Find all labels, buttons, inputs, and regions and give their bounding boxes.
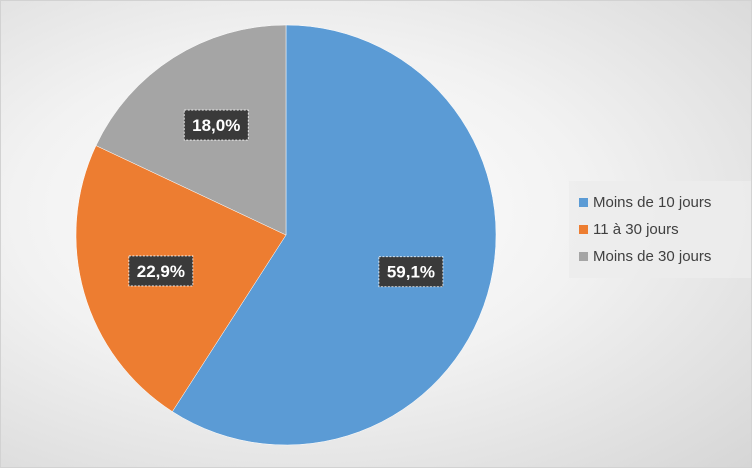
legend: Moins de 10 jours 11 à 30 jours Moins de… [569,181,751,278]
data-label-box-1 [128,255,194,287]
legend-item-0: Moins de 10 jours [579,189,751,216]
pie-slices [75,24,497,446]
pie-slice-0 [172,24,497,446]
legend-swatch-0 [579,198,588,207]
data-label-2: 18,0% [183,109,249,141]
data-label-text-1: 22,9% [137,262,185,281]
legend-label-1: 11 à 30 jours [593,221,679,238]
legend-swatch-1 [579,225,588,234]
legend-item-2: Moins de 30 jours [579,243,751,270]
legend-label-0: Moins de 10 jours [593,194,712,211]
data-label-text-2: 18,0% [192,116,240,135]
data-label-text-0: 59,1% [387,263,435,282]
data-label-box-0 [378,256,444,288]
data-label-1: 22,9% [128,255,194,287]
data-label-box-2 [183,109,249,141]
pie-data-labels: 59,1% 22,9% 18,0% [128,109,444,288]
legend-swatch-2 [579,252,588,261]
data-label-0: 59,1% [378,256,444,288]
legend-label-2: Moins de 30 jours [593,248,712,265]
legend-item-1: 11 à 30 jours [579,216,751,243]
